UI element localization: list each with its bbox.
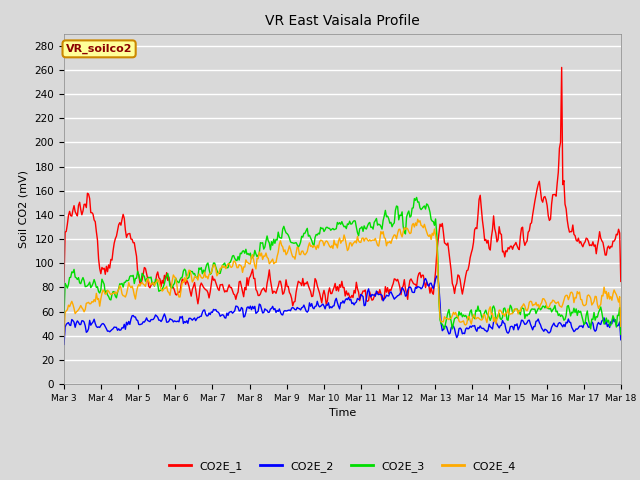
Line: CO2E_4: CO2E_4: [64, 219, 621, 336]
CO2E_4: [414, 216, 422, 222]
CO2E_1: [289, 303, 296, 309]
CO2E_1: [606, 246, 614, 252]
CO2E_2: [362, 302, 369, 308]
CO2E_1: [393, 278, 401, 284]
CO2E_2: [328, 305, 335, 311]
CO2E_3: [392, 207, 399, 213]
Title: VR East Vaisala Profile: VR East Vaisala Profile: [265, 14, 420, 28]
X-axis label: Time: Time: [329, 408, 356, 418]
CO2E_1: [518, 225, 525, 231]
Legend: CO2E_1, CO2E_2, CO2E_3, CO2E_4: CO2E_1, CO2E_2, CO2E_3, CO2E_4: [164, 457, 521, 477]
Line: CO2E_2: CO2E_2: [64, 276, 621, 344]
CO2E_4: [605, 290, 612, 296]
CO2E_4: [60, 333, 68, 338]
CO2E_2: [433, 273, 440, 279]
CO2E_1: [558, 64, 566, 70]
CO2E_2: [617, 337, 625, 343]
Text: VR_soilco2: VR_soilco2: [66, 44, 132, 54]
CO2E_1: [60, 279, 68, 285]
Line: CO2E_1: CO2E_1: [64, 67, 621, 306]
CO2E_4: [328, 243, 335, 249]
CO2E_3: [324, 226, 332, 231]
CO2E_2: [605, 322, 612, 327]
CO2E_4: [518, 304, 525, 310]
CO2E_3: [617, 332, 625, 337]
CO2E_3: [60, 312, 68, 318]
CO2E_2: [518, 317, 525, 323]
CO2E_3: [518, 304, 525, 310]
CO2E_2: [392, 295, 399, 300]
CO2E_1: [362, 298, 370, 303]
Line: CO2E_3: CO2E_3: [64, 197, 621, 335]
CO2E_4: [617, 324, 625, 329]
Y-axis label: Soil CO2 (mV): Soil CO2 (mV): [19, 170, 29, 248]
CO2E_3: [362, 226, 369, 231]
CO2E_3: [413, 194, 420, 200]
CO2E_2: [324, 300, 332, 306]
CO2E_4: [362, 236, 369, 241]
CO2E_4: [324, 241, 332, 247]
CO2E_1: [329, 288, 337, 293]
CO2E_3: [328, 227, 335, 232]
CO2E_2: [60, 341, 68, 347]
CO2E_3: [605, 317, 612, 323]
CO2E_4: [392, 232, 399, 238]
CO2E_1: [617, 278, 625, 284]
CO2E_1: [326, 285, 333, 291]
